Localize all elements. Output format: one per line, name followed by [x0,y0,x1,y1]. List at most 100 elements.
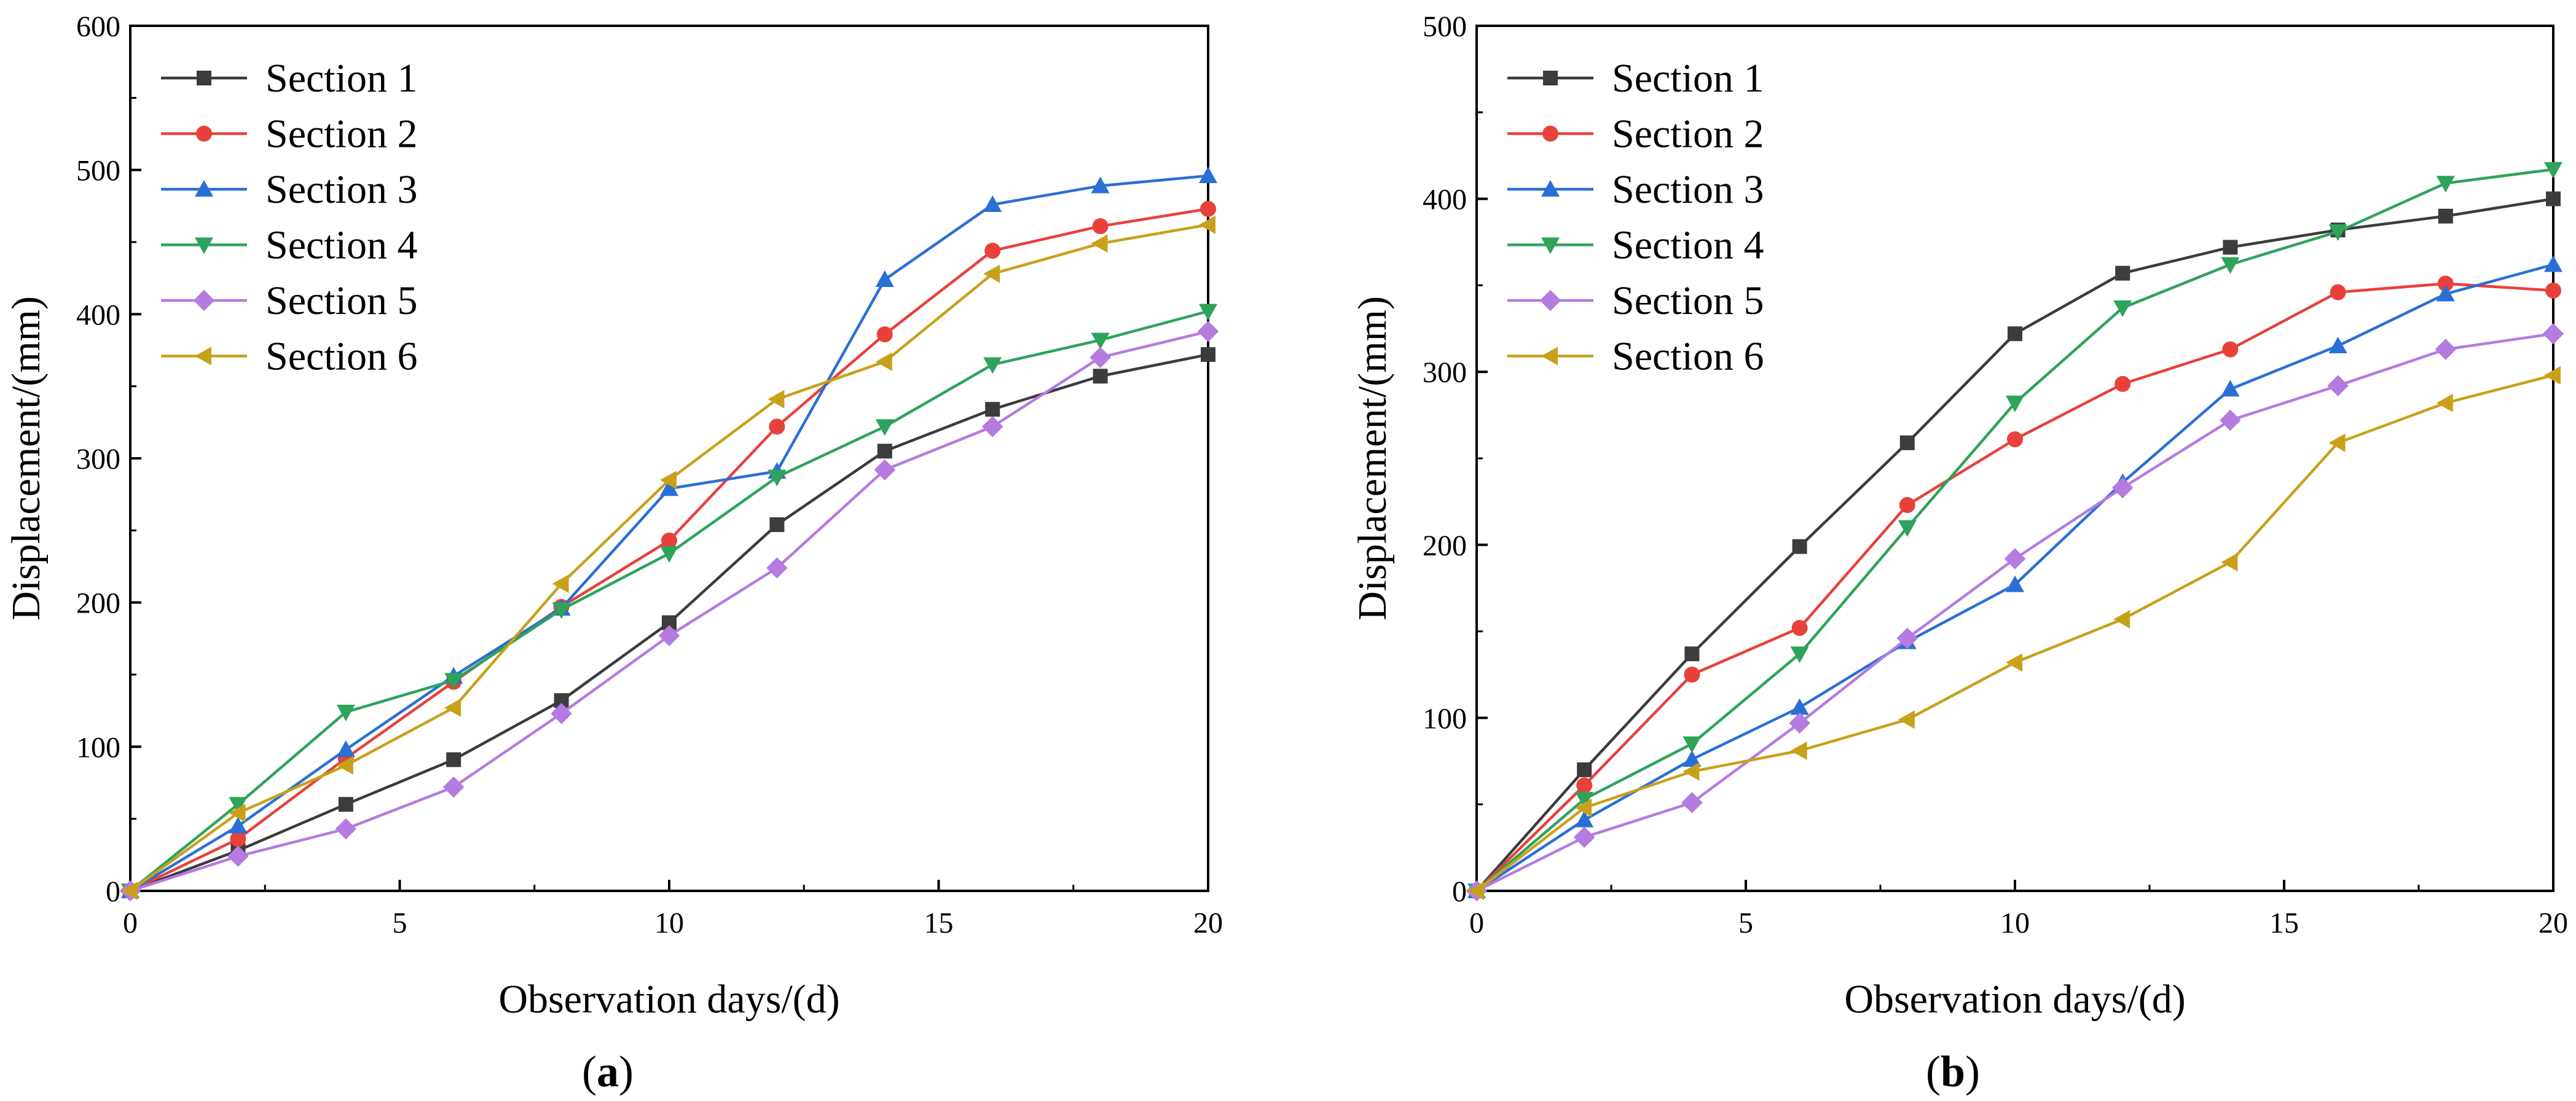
panel-b-section-5-point [2542,323,2564,345]
panel-a-section-1-point [985,402,1000,417]
panel-b-section-5-line [1475,332,2554,893]
panel-a-legend-marker [195,180,213,197]
panel-b-y-tick-label: 500 [1423,10,1467,43]
panel-a-series-section-1 [123,347,1215,898]
panel-a-section-5-point [1197,321,1219,342]
panel-a-section-1-point [1201,347,1215,362]
panel-b-section-4-point [1683,736,1702,753]
panel-a-x-tick-label: 10 [654,907,684,939]
panel-a-section-1-point [446,752,461,767]
panel-b-section-5-point [2111,477,2134,499]
panel-a-section-5-point [981,416,1003,437]
panel-a-section-1-point [338,797,353,812]
panel-b-legend-marker [1542,125,1558,142]
panel-b-x-tick-label: 20 [2539,907,2568,939]
panel-a-section-1-point [1093,369,1108,384]
panel-b-y-tick-label: 100 [1423,702,1467,735]
panel-a-legend-label: Section 5 [265,278,417,323]
panel-b-section-3-point [2544,255,2562,272]
panel-b-section-2-point [2330,284,2346,300]
panel-a-series-section-5 [119,321,1219,902]
panel-a-legend-label: Section 6 [265,334,417,379]
panel-b-section-5-point [1681,792,1703,813]
panel-b-section-4-point [2113,300,2132,318]
panel-b-legend-label: Section 3 [1612,167,1764,212]
panel-b-section-3-point [2006,575,2024,592]
panel-a-section-4-point [875,419,894,436]
panel-a-legend-marker [196,125,212,142]
panel-b-legend-item: Section 4 [1507,223,1764,268]
panel-a-x-tick-label: 5 [393,907,407,939]
panel-a-y-tick-label: 600 [76,10,120,43]
panel-a-series-section-3 [121,167,1217,898]
panel-b-section-4-point [2221,257,2240,274]
panel-a-section-2-point [230,831,246,847]
panel-a-section-5-line [130,330,1209,893]
panel-a-section-4-point [768,469,787,487]
panel-b-section-5-point [2004,548,2026,570]
panel-b-section-2-point [1684,667,1700,683]
panel-b-section-5-point [2435,339,2457,360]
panel-b-section-4-point [1790,646,1809,664]
panel-a-section-3-point [336,740,355,758]
panel-a-section-2-point [661,532,677,549]
panel-a-section-4-point [444,673,463,690]
panel-b-legend-label: Section 5 [1612,278,1764,323]
panel-a-section-4-point [1091,332,1110,350]
panel-a-section-6-point [768,390,785,409]
panel-a-section-5-point [442,776,465,798]
panel-b-section-3-point [2221,380,2240,397]
panel-a-y-tick-label: 400 [76,299,120,331]
panel-a-section-6-point [444,698,461,717]
panel-a-legend-item: Section 6 [161,334,417,379]
panel-a-section-6-point [552,574,569,594]
panel-b-section-1-point [2115,265,2130,281]
panel-b-section-6-point [2328,433,2346,452]
panel-b-legend-marker [1541,237,1560,254]
panel-a-y-tick-label: 300 [76,443,120,476]
panel-a-series-section-4 [121,304,1217,900]
panel-b-section-4-point [2006,395,2024,412]
panel-a-section-2-point [1092,218,1109,235]
panel-b-section-2-point [2545,282,2561,299]
panel-b-section-5-point [1896,627,1918,649]
panel-a-legend-label: Section 4 [265,223,417,268]
panel-b-x-axis-title: Observation days/(d) [1844,977,2185,1022]
panel-b-legend-label: Section 1 [1612,56,1764,101]
panel-label-b: (b) [1926,1047,1980,1096]
panel-a-section-4-point [336,705,355,722]
panel-b-y-tick-label: 0 [1452,876,1467,908]
panel-b-section-3-point [2328,336,2347,353]
panel-b-section-1-point [1577,762,1592,777]
panel-a-legend-item: Section 1 [161,56,417,101]
panel-b-section-3-point [1683,750,1702,767]
panel-a-section-3-point [229,817,248,834]
panel-b-section-5-point [2327,375,2349,396]
panel-b-series-section-4 [1467,162,2562,900]
panel-a-section-6-point [1091,234,1108,253]
panel-b-section-5-point [1573,826,1595,848]
panel-a-section-2-point [984,243,1001,259]
panel-b-y-tick-label: 200 [1423,530,1467,562]
panel-b-section-6-point [2113,609,2130,629]
panel-a-legend-label: Section 1 [265,56,417,101]
panel-a-legend-marker [193,289,215,311]
panel-b-section-2-point [2007,431,2023,448]
panel-a-section-6-point [336,756,353,775]
panel-b-x-tick-label: 5 [1738,907,1753,939]
panel-b-section-4-point [2328,224,2347,241]
panel-b-series-section-2 [1469,275,2561,899]
panel-a-section-1-point [877,444,892,459]
panel-a-section-3-point [983,195,1002,212]
panel-a-section-4-point [1199,304,1217,321]
panel-b-section-1-point [2438,208,2453,224]
panel-a-legend-marker [195,237,213,254]
panel-a-y-axis-title: Displacement/(mm) [4,296,49,621]
panel-b-section-5-point [1789,712,1810,734]
panel-label-letter: a [597,1047,619,1096]
panel-b-legend-marker [1541,347,1558,366]
panel-a-y-tick-label: 500 [76,155,120,187]
panel-a-section-5-point [766,557,788,579]
panel-a-section-2-point [1200,201,1216,217]
